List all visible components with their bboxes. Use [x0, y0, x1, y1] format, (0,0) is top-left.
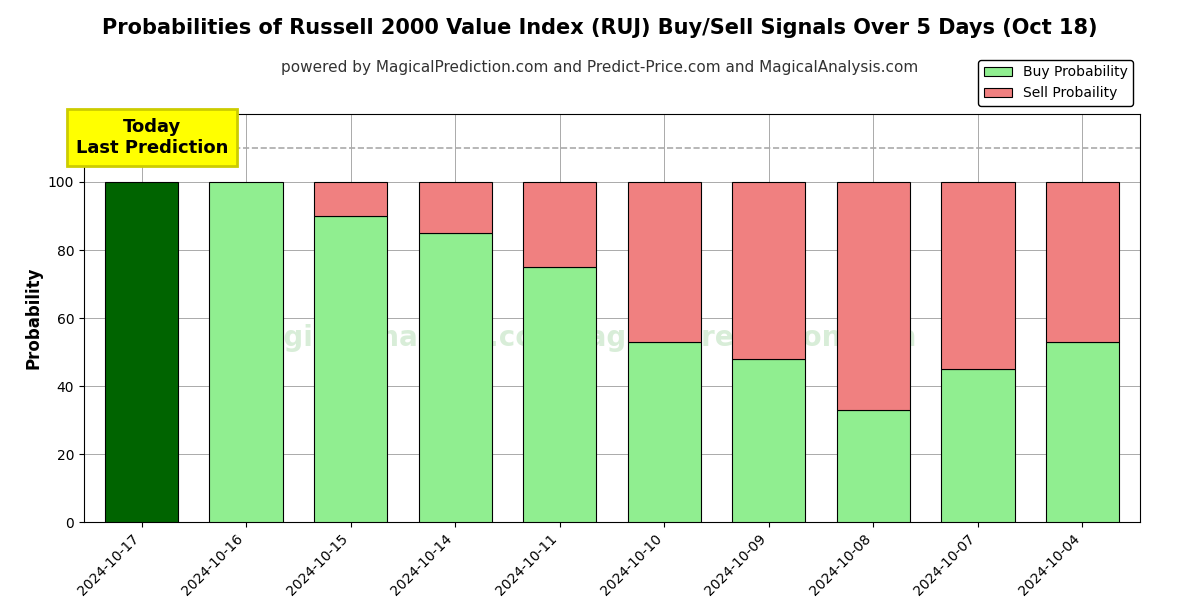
Text: MagicalPrediction.com: MagicalPrediction.com [560, 325, 917, 352]
Bar [836, 410, 910, 522]
Bar [628, 342, 701, 522]
Bar [523, 182, 596, 267]
Text: Today
Last Prediction: Today Last Prediction [76, 118, 228, 157]
Bar [628, 182, 701, 342]
Y-axis label: Probability: Probability [24, 267, 42, 369]
Bar [314, 216, 388, 522]
Bar [941, 369, 1014, 522]
Bar [732, 182, 805, 359]
Bar [941, 182, 1014, 369]
Bar [1046, 342, 1120, 522]
Bar [732, 359, 805, 522]
Bar [210, 182, 283, 522]
Bar [419, 233, 492, 522]
Bar [1046, 182, 1120, 342]
Bar [836, 182, 910, 410]
Bar [523, 267, 596, 522]
Legend: Buy Probability, Sell Probaility: Buy Probability, Sell Probaility [978, 60, 1133, 106]
Text: Probabilities of Russell 2000 Value Index (RUJ) Buy/Sell Signals Over 5 Days (Oc: Probabilities of Russell 2000 Value Inde… [102, 18, 1098, 38]
Text: MagicalAnalysis.com: MagicalAnalysis.com [238, 325, 564, 352]
Bar [419, 182, 492, 233]
Bar [314, 182, 388, 216]
Text: powered by MagicalPrediction.com and Predict-Price.com and MagicalAnalysis.com: powered by MagicalPrediction.com and Pre… [281, 60, 919, 75]
Bar [104, 182, 178, 522]
